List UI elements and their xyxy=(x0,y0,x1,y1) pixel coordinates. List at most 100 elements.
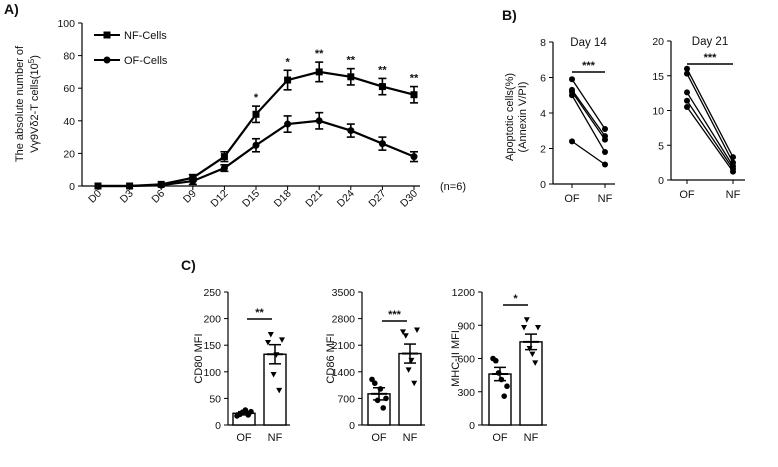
series-nf-point xyxy=(347,73,355,81)
y-tick-label: 10 xyxy=(652,106,664,118)
x-tick-label-of: OF xyxy=(236,432,252,444)
point-nf xyxy=(529,351,536,358)
series-nf-point xyxy=(315,68,323,76)
paired-line xyxy=(571,78,606,130)
series-of-point xyxy=(284,120,292,128)
significance-label: ** xyxy=(378,64,387,76)
x-tick-label: D3 xyxy=(118,188,136,206)
bar-nf xyxy=(398,352,422,426)
x-tick-label: OF xyxy=(679,189,695,201)
paired-line xyxy=(571,89,606,137)
x-tick-label: D21 xyxy=(303,188,325,210)
panel-title: Day 21 xyxy=(692,36,728,48)
x-tick-label: NF xyxy=(598,193,613,205)
point-of xyxy=(495,370,502,376)
y-tick-label: 300 xyxy=(457,387,475,399)
paired-line xyxy=(686,92,734,167)
point-nf xyxy=(602,149,608,156)
x-tick-label-nf: NF xyxy=(524,432,539,444)
significance-label: *** xyxy=(704,52,718,64)
y-tick-label: 100 xyxy=(203,367,221,379)
point-nf xyxy=(270,371,277,378)
point-nf xyxy=(730,168,736,175)
point-of xyxy=(242,407,249,413)
panel-c-cd86-chart: 0 700 1400 2100 2800 3500 OF NF *** CD86 MFI xyxy=(325,287,425,444)
series-of-point xyxy=(410,153,418,161)
y-tick-label: 0 xyxy=(658,175,664,187)
significance-label: ** xyxy=(255,307,264,319)
series-nf-line xyxy=(98,70,415,188)
point-of xyxy=(501,393,508,399)
sample-size-label: (n=6) xyxy=(440,181,466,193)
point-of xyxy=(684,89,690,96)
point-nf xyxy=(532,360,539,366)
y-axis-title: CD80 MFI xyxy=(193,333,205,383)
panel-a-line-chart: 0 20 40 60 80 100 D0 D3 D6 D9 D12 D15 D18 D21 D24 D27 D3… xyxy=(14,18,466,210)
y-tick-label: 0 xyxy=(540,179,546,191)
point-nf xyxy=(279,337,285,343)
point-of xyxy=(569,92,575,99)
paired-line xyxy=(571,91,606,140)
point-of xyxy=(504,383,510,390)
point-nf xyxy=(602,136,608,143)
point-nf xyxy=(265,340,271,346)
point-of xyxy=(569,76,575,83)
x-tick-label: D30 xyxy=(398,188,420,210)
y-tick-label: 8 xyxy=(540,37,546,49)
y-tick-label: 200 xyxy=(203,314,221,326)
point-nf xyxy=(402,333,409,339)
panel-title: Day 14 xyxy=(570,37,607,49)
y-tick-label: 4 xyxy=(540,108,546,120)
y-tick-label: 1200 xyxy=(452,287,476,299)
point-nf xyxy=(523,317,530,323)
series-nf-point xyxy=(378,83,386,91)
point-of xyxy=(374,397,381,404)
point-of xyxy=(684,97,690,104)
series-nf-point xyxy=(220,153,228,161)
series-of-point xyxy=(315,117,323,125)
series-nf-point xyxy=(252,110,260,118)
y-tick-label: 5 xyxy=(658,140,664,152)
point-of xyxy=(498,376,505,383)
y-axis-title-line-1: Apoptotic cells(%) xyxy=(504,73,516,161)
y-tick-label: 50 xyxy=(209,393,221,405)
y-tick-label: 0 xyxy=(469,420,475,432)
point-nf xyxy=(267,332,274,338)
series-of-point xyxy=(157,181,165,189)
series-nf-point xyxy=(284,76,292,84)
panel-c-mhcii-chart: 0 300 600 900 1200 OF NF * MHC-II MFI xyxy=(450,287,547,444)
x-tick-label-of: OF xyxy=(371,432,387,444)
bar-nf xyxy=(263,353,287,426)
x-tick-label-nf: NF xyxy=(268,432,283,444)
panel-b-day21-chart: 0 5 10 15 20 OF NF Day 21 *** xyxy=(652,36,745,201)
point-nf xyxy=(414,327,420,333)
x-tick-label: D9 xyxy=(181,188,199,206)
point-nf xyxy=(535,324,541,331)
paired-line xyxy=(571,94,606,153)
point-nf xyxy=(276,387,283,394)
y-tick-label: 80 xyxy=(63,51,75,63)
point-of xyxy=(383,395,389,402)
paired-line xyxy=(686,73,734,163)
point-nf xyxy=(273,352,280,358)
point-of xyxy=(377,386,384,392)
y-tick-label: 2100 xyxy=(332,340,356,352)
y-tick-label: 0 xyxy=(349,420,355,432)
significance-label: ** xyxy=(315,48,324,60)
y-axis-title-line-2: (Annexin V/PI) xyxy=(517,82,529,153)
x-tick-label: D24 xyxy=(335,188,357,210)
series-of-line xyxy=(98,119,415,188)
y-tick-label: 6 xyxy=(540,73,546,85)
panel-b-day14-chart: 0 2 4 6 8 OF NF Day 14 *** Apoptotic cells(%) (Ann… xyxy=(504,37,615,205)
point-of xyxy=(372,380,378,387)
x-tick-label: OF xyxy=(564,193,580,205)
y-tick-label: 700 xyxy=(337,393,355,405)
panel-b-label: B) xyxy=(502,7,517,23)
legend-nf-label: NF-Cells xyxy=(124,30,167,42)
x-tick-label: D12 xyxy=(208,188,230,210)
significance-label: *** xyxy=(582,60,596,72)
point-of xyxy=(684,70,690,77)
y-axis-title-line-1: The absolute number of xyxy=(14,45,26,162)
paired-line xyxy=(686,106,734,173)
